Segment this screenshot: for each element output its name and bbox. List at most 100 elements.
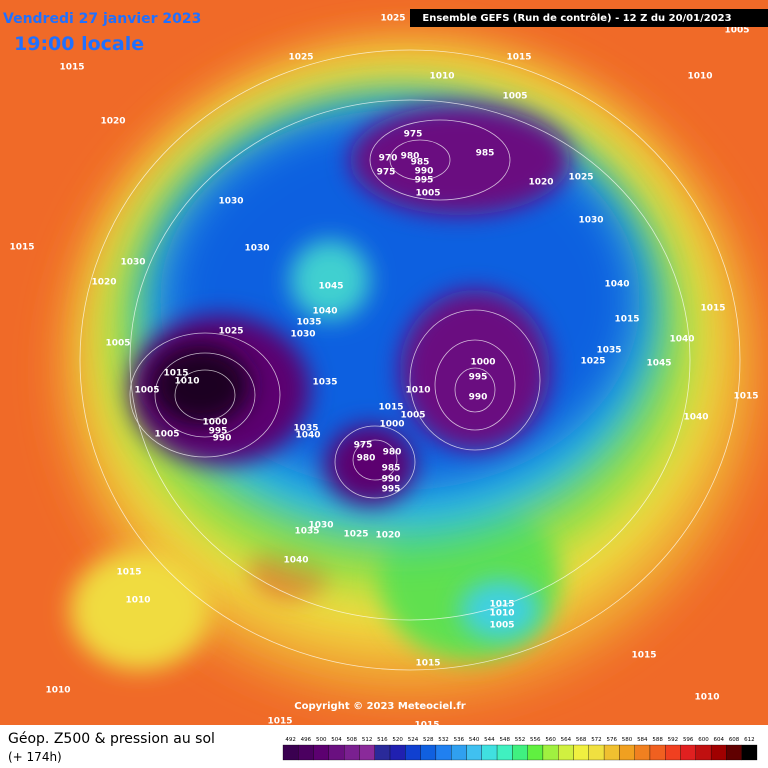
legend-label: 592 — [668, 737, 679, 743]
legend-label: 608 — [729, 737, 740, 743]
isobar-label: 1005 — [105, 339, 130, 349]
legend-label: 604 — [714, 737, 725, 743]
isobar-label: 980 — [383, 448, 402, 458]
legend-swatch — [359, 744, 375, 761]
legend-swatch — [328, 744, 345, 761]
legend-swatch — [619, 744, 635, 761]
isobar-label: 1010 — [405, 386, 430, 396]
isobar-label: 1000 — [379, 420, 404, 430]
legend-label: 512 — [362, 737, 373, 743]
isobar-label: 1040 — [669, 335, 694, 345]
isobar-label: 985 — [411, 158, 430, 168]
legend-swatch — [389, 744, 406, 761]
isobar-label: 990 — [382, 475, 401, 485]
legend-swatch — [481, 744, 498, 761]
legend-swatch — [435, 744, 452, 761]
isobar-label: 1025 — [218, 327, 243, 337]
legend-label: 560 — [545, 737, 556, 743]
isobar-label: 1010 — [429, 72, 454, 82]
isobar-label: 1020 — [375, 531, 400, 541]
isobar-label: 1015 — [378, 403, 403, 413]
isobar-label: 1005 — [134, 386, 159, 396]
isobar-label: 995 — [415, 176, 434, 186]
isobar-label: 1010 — [694, 693, 719, 703]
legend-swatch — [298, 744, 314, 761]
run-banner — [410, 9, 768, 27]
isobar-label: 985 — [382, 464, 401, 474]
legend-label: 584 — [637, 737, 648, 743]
run-info: Ensemble GEFS (Run de contrôle) - 12 Z d… — [422, 12, 731, 24]
isobar-label: 1005 — [489, 621, 514, 631]
isobar-label: 995 — [382, 485, 401, 495]
legend-swatch — [313, 744, 330, 761]
legend-swatch — [542, 744, 559, 761]
isobar-label: 995 — [209, 427, 228, 437]
isobar-label: 1030 — [244, 244, 269, 254]
legend-swatch — [680, 744, 696, 761]
legend-label: 524 — [408, 737, 419, 743]
legend-swatch — [496, 744, 513, 761]
legend-label: 576 — [606, 737, 617, 743]
legend-label: 492 — [285, 737, 296, 743]
isobar-label: 1025 — [380, 14, 405, 24]
isobar-label: 995 — [469, 373, 488, 383]
isobar-label: 970 — [379, 154, 398, 164]
legend-swatch — [634, 744, 651, 761]
isobar-label: 1020 — [100, 117, 125, 127]
legend-swatch — [374, 744, 391, 761]
legend-label: 508 — [347, 737, 358, 743]
isobar-label: 980 — [357, 454, 376, 464]
isobar-label: 1015 — [267, 717, 292, 727]
legend-swatch — [282, 744, 299, 761]
legend-label: 600 — [698, 737, 709, 743]
legend-label: 544 — [484, 737, 495, 743]
isobar-label: 1045 — [318, 282, 343, 292]
isobar-label: 1030 — [120, 258, 145, 268]
legend-label: 504 — [331, 737, 342, 743]
isobar-label: 985 — [476, 149, 495, 159]
isobar-label: 1035 — [296, 318, 321, 328]
isobar-label: 1015 — [116, 568, 141, 578]
legend-swatch — [710, 744, 727, 761]
legend-swatch — [603, 744, 620, 761]
legend-label: 596 — [683, 737, 694, 743]
legend-swatch — [405, 744, 421, 761]
legend-swatch — [741, 744, 758, 761]
isobar-label: 1010 — [125, 596, 150, 606]
isobar-label: 990 — [213, 434, 232, 444]
isobar-label: 990 — [469, 393, 488, 403]
isobar-label: 1025 — [568, 173, 593, 183]
footer-title: Géop. Z500 & pression au sol — [8, 731, 215, 747]
isobar-label: 1015 — [489, 600, 514, 610]
isobar-label: 1015 — [614, 315, 639, 325]
isobar-label: 1040 — [295, 431, 320, 441]
isobar-lines — [79, 49, 741, 671]
legend-label: 500 — [316, 737, 327, 743]
isobar-label: 975 — [354, 441, 373, 451]
isobar-label: 1040 — [683, 413, 708, 423]
legend-label: 548 — [499, 737, 510, 743]
isobar-label: 1035 — [293, 424, 318, 434]
isobar-label: 1015 — [733, 392, 758, 402]
isobar-label: 1005 — [400, 411, 425, 421]
legend-label: 536 — [454, 737, 465, 743]
legend-label: 588 — [652, 737, 663, 743]
legend-swatch — [527, 744, 544, 761]
isobar-label: 990 — [415, 167, 434, 177]
legend-label: 612 — [744, 737, 755, 743]
isobar-label: 1030 — [218, 197, 243, 207]
isobar-label: 1005 — [415, 189, 440, 199]
isobar-label: 975 — [404, 130, 423, 140]
legend-label: 572 — [591, 737, 602, 743]
legend-label: 564 — [561, 737, 572, 743]
isobar-label: 1040 — [283, 556, 308, 566]
isobar-label: 1040 — [604, 280, 629, 290]
legend-label: 552 — [515, 737, 526, 743]
isobar-label: 1020 — [91, 278, 116, 288]
legend-label: 556 — [530, 737, 541, 743]
isobar-label: 1015 — [415, 659, 440, 669]
isobar-label: 1035 — [596, 346, 621, 356]
isobar-label: 1015 — [9, 243, 34, 253]
isobar-label: 1010 — [174, 377, 199, 387]
